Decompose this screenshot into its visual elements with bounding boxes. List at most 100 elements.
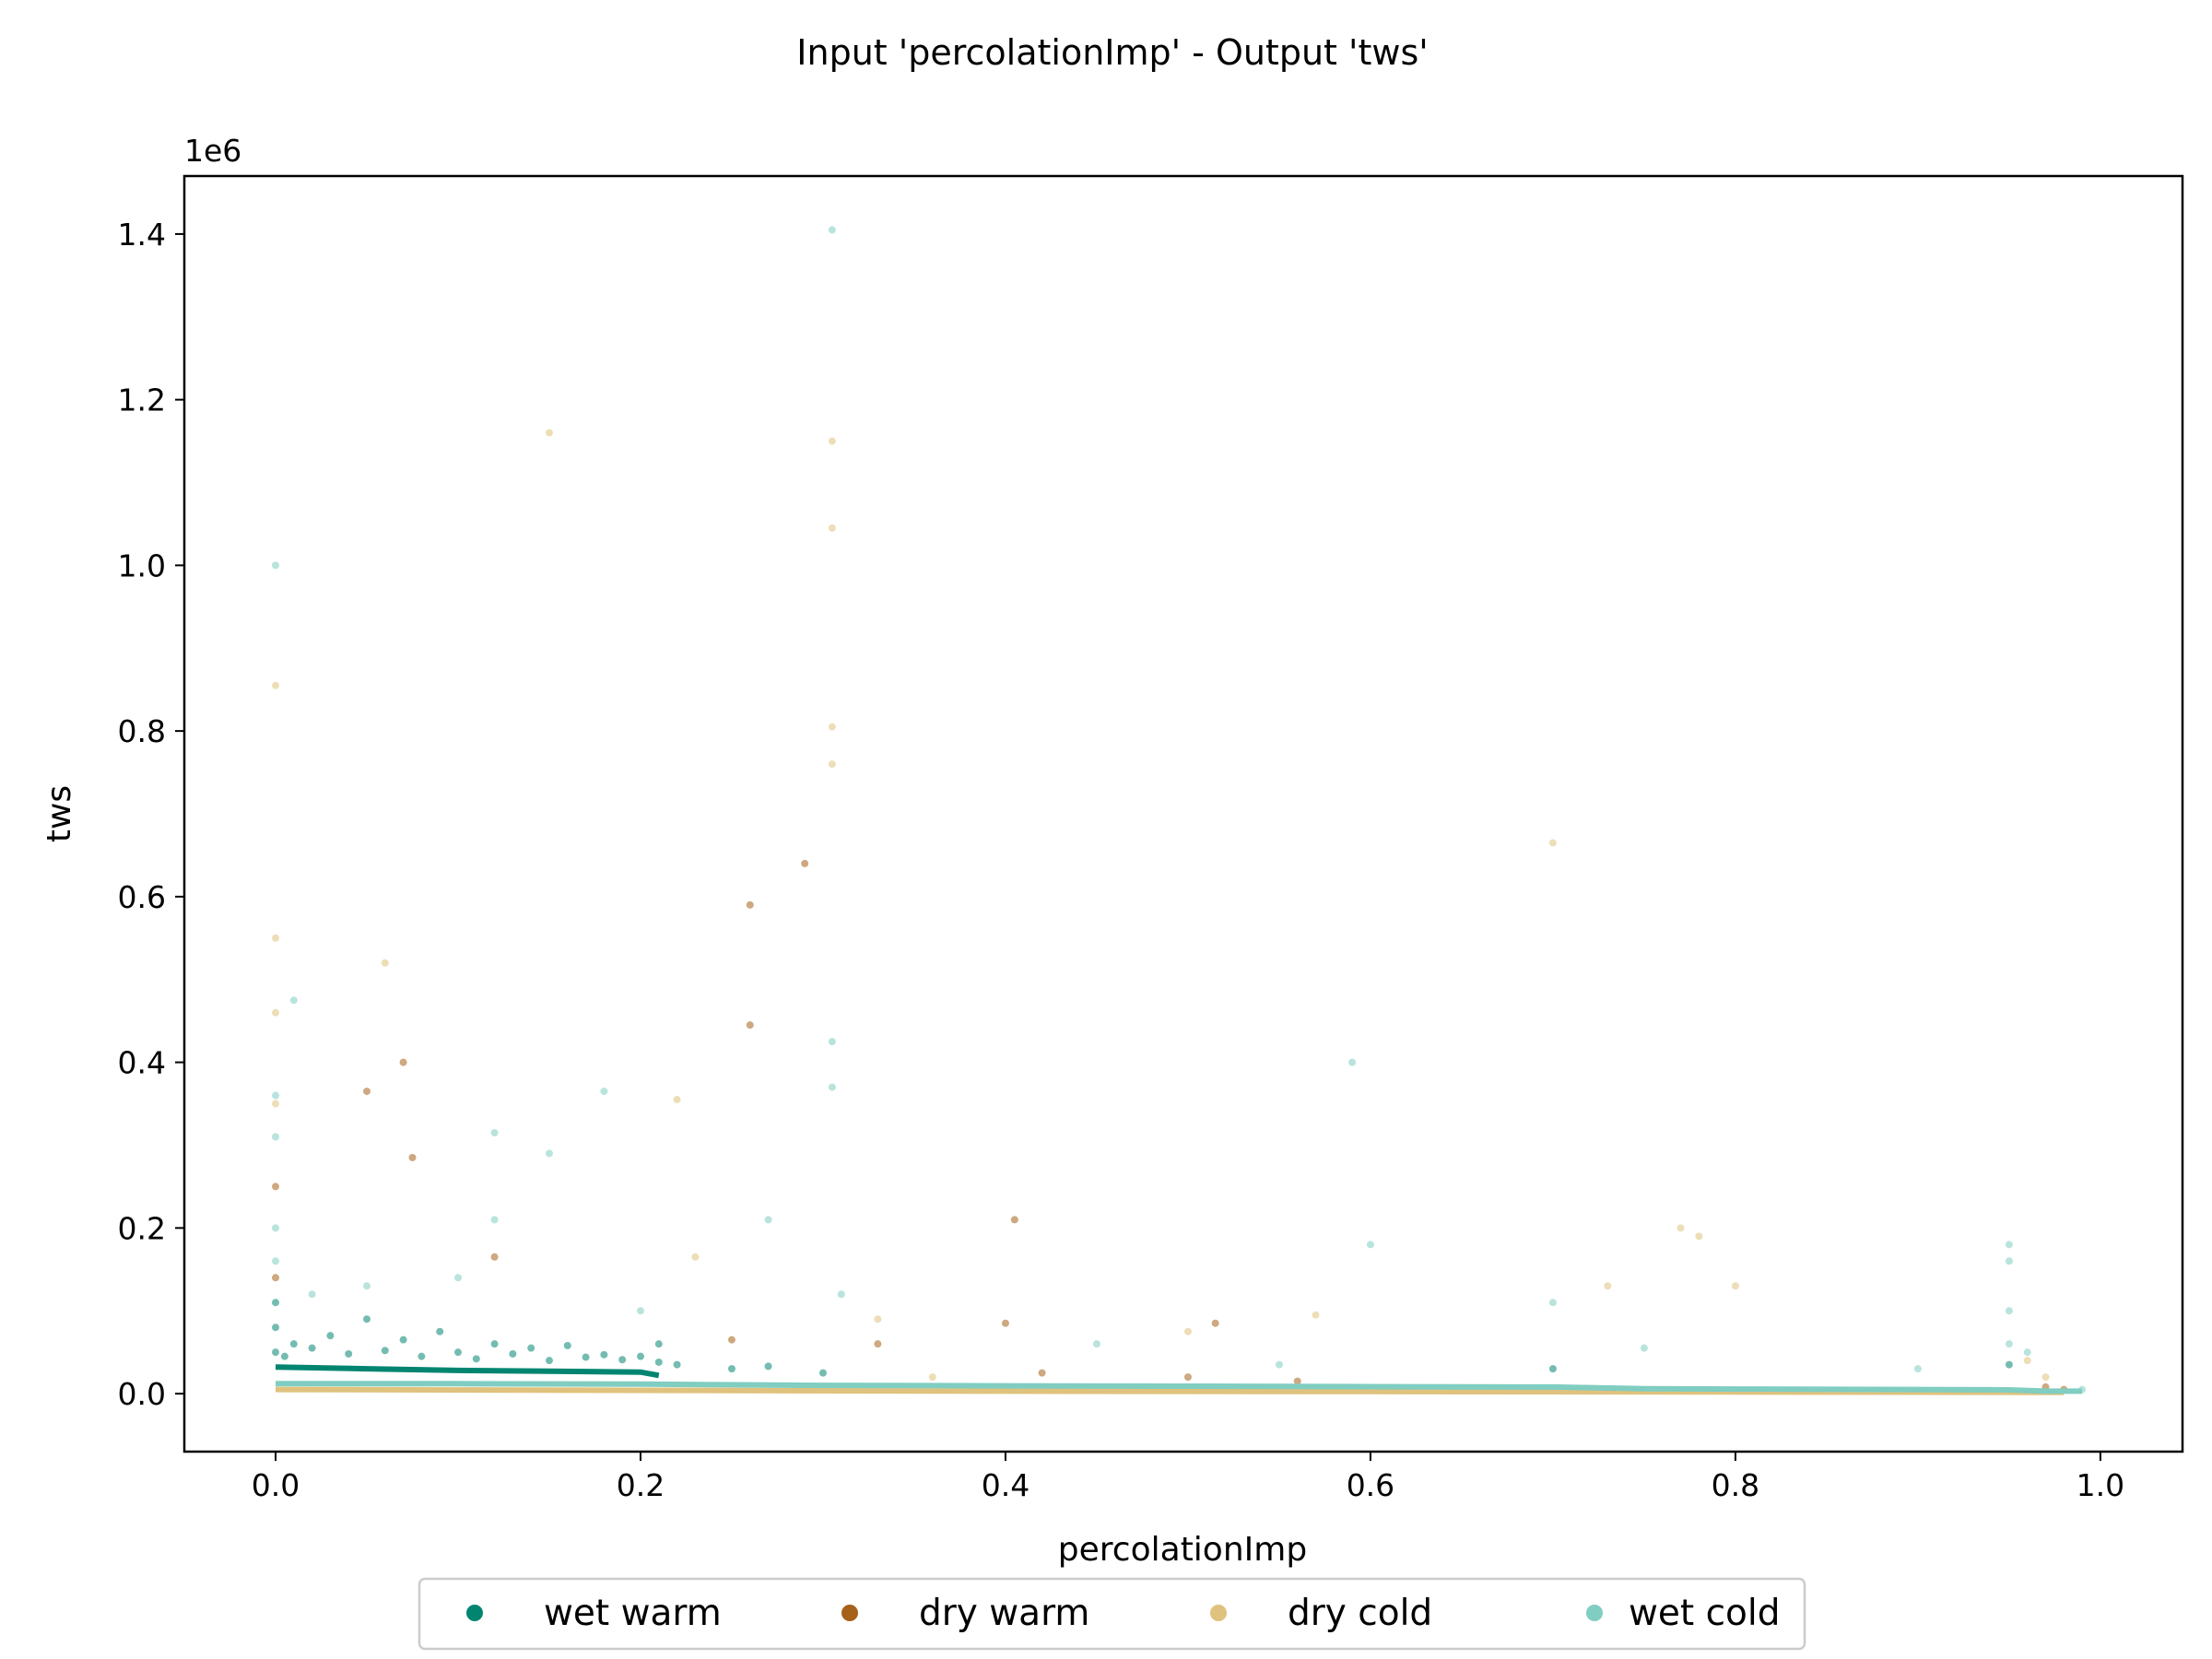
trend-line (275, 1364, 660, 1379)
data-point (2005, 1241, 2013, 1249)
data-point (271, 1182, 279, 1191)
data-point (490, 1129, 499, 1136)
trend-lines (275, 1364, 2083, 1395)
data-point (1211, 1319, 1219, 1327)
data-point (1010, 1216, 1018, 1224)
data-point (472, 1355, 480, 1363)
data-point (545, 1357, 553, 1365)
x-axis: 0.0 0.2 0.4 0.6 0.8 1.0 (252, 1452, 2124, 1503)
data-point (801, 859, 809, 867)
x-tick-label: 0.0 (252, 1467, 300, 1503)
data-point (271, 1100, 279, 1108)
x-tick-label: 0.4 (982, 1467, 1030, 1503)
data-point (271, 1224, 279, 1232)
data-point (654, 1358, 663, 1366)
data-point (828, 437, 836, 445)
data-point (746, 900, 754, 909)
data-point (1913, 1365, 1922, 1373)
data-point (1275, 1360, 1283, 1369)
data-point (271, 1133, 279, 1141)
data-point (2005, 1257, 2013, 1265)
x-tick-label: 0.6 (1347, 1467, 1394, 1503)
data-point (2023, 1348, 2031, 1357)
data-point (727, 1335, 735, 1344)
legend-marker (841, 1605, 858, 1621)
data-point (289, 1340, 298, 1348)
data-point (818, 1369, 827, 1377)
data-point (308, 1344, 316, 1352)
data-point (362, 1315, 371, 1324)
data-point (2005, 1340, 2013, 1348)
data-point (1293, 1377, 1301, 1385)
data-point (381, 1347, 389, 1355)
data-point (345, 1349, 353, 1358)
data-point (1548, 1299, 1557, 1307)
legend: wet warm dry warm dry cold wet cold (418, 1577, 1806, 1651)
data-point (673, 1360, 681, 1369)
y-axis-label: tws (41, 785, 78, 842)
legend-label: dry warm (919, 1593, 1089, 1634)
data-point (271, 1324, 279, 1332)
data-point (509, 1349, 517, 1358)
data-point (490, 1216, 499, 1224)
data-point (764, 1216, 772, 1224)
data-point (1183, 1373, 1192, 1382)
data-point (1366, 1241, 1374, 1249)
data-point (563, 1341, 571, 1349)
legend-label: wet warm (544, 1593, 722, 1634)
chart-title: Input 'percolationImp' - Output 'tws' (796, 32, 1428, 73)
data-point (636, 1352, 644, 1360)
data-point (490, 1340, 499, 1348)
data-point (1640, 1344, 1648, 1352)
data-point (1604, 1282, 1612, 1290)
x-tick-label: 1.0 (2077, 1467, 2124, 1503)
data-point (362, 1088, 371, 1096)
data-point (1183, 1327, 1192, 1335)
data-point (545, 1149, 553, 1158)
data-point (600, 1350, 608, 1359)
trend-line (276, 1381, 2083, 1394)
data-point (1695, 1232, 1703, 1241)
data-point (271, 1091, 279, 1100)
data-point (362, 1282, 371, 1290)
legend-marker (466, 1605, 483, 1621)
legend-marker (1586, 1605, 1603, 1621)
data-point (1677, 1224, 1685, 1232)
plot-frame (182, 174, 2184, 1453)
data-point (654, 1340, 663, 1348)
data-point (746, 1021, 754, 1030)
data-point (308, 1290, 316, 1299)
plot-points (271, 226, 2087, 1394)
x-tick-label: 0.8 (1712, 1467, 1759, 1503)
data-point (399, 1335, 407, 1344)
data-point (418, 1352, 426, 1360)
data-point (1001, 1319, 1009, 1327)
y-axis: 0.0 0.2 0.4 0.6 0.8 1.0 1.2 1.4 (118, 217, 184, 1412)
data-point (828, 226, 836, 234)
y-tick-label: 1.4 (118, 217, 166, 253)
data-point (271, 1257, 279, 1265)
data-point (1731, 1282, 1739, 1290)
data-point (1312, 1311, 1320, 1319)
data-point (490, 1253, 499, 1261)
data-point (2041, 1373, 2050, 1382)
data-point (271, 1348, 279, 1357)
x-tick-label: 0.2 (617, 1467, 665, 1503)
y-tick-label: 0.6 (118, 879, 166, 915)
legend-label: dry cold (1288, 1593, 1432, 1634)
legend-marker (1210, 1605, 1227, 1621)
data-point (928, 1373, 936, 1382)
data-point (1038, 1369, 1046, 1377)
data-point (828, 1038, 836, 1046)
trend-line (275, 1386, 2065, 1395)
data-point (2005, 1307, 2013, 1315)
legend-label: wet cold (1629, 1593, 1780, 1634)
data-point (828, 1083, 836, 1091)
data-point (691, 1253, 700, 1261)
data-point (874, 1340, 882, 1348)
data-point (2005, 1360, 2013, 1369)
y-tick-label: 0.0 (118, 1376, 166, 1412)
data-point (764, 1362, 772, 1371)
data-point (828, 723, 836, 731)
